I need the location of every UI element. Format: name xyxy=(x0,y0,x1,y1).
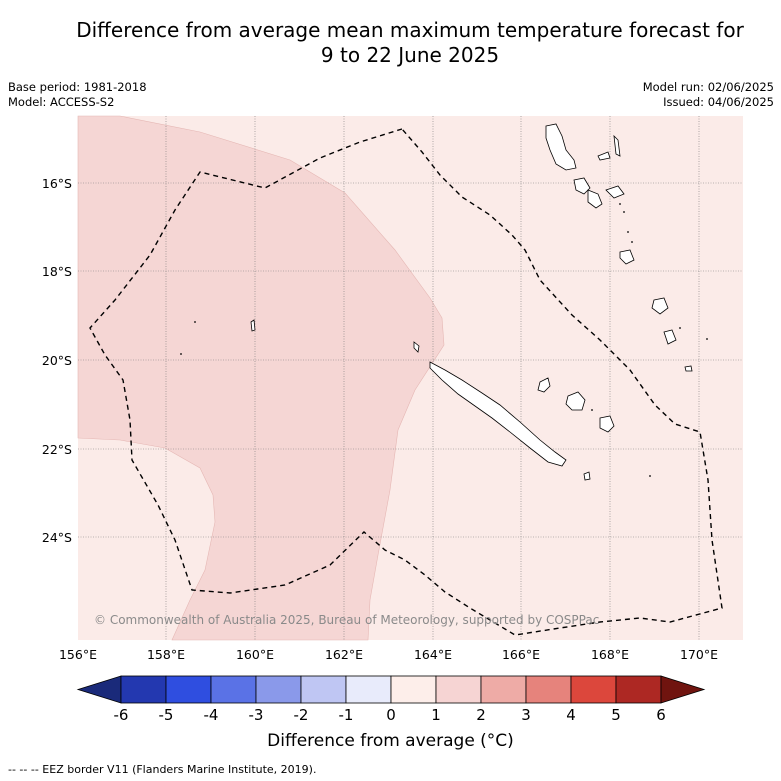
colorbar-swatch xyxy=(120,675,167,704)
vanuatu-pentecost xyxy=(605,185,625,199)
lat-label: 16°S xyxy=(42,176,72,191)
vanuatu-ambae xyxy=(597,151,611,161)
belep-island xyxy=(413,341,420,353)
loyalty-island-3 xyxy=(599,415,615,433)
eez-legend-note: -- -- -- EEZ border V11 (Flanders Marine… xyxy=(8,763,317,776)
colorbar-swatch xyxy=(210,675,257,704)
colorbar-extend-high xyxy=(660,675,706,704)
vanuatu-efate-area xyxy=(587,189,603,209)
colorbar-tick-label: -1 xyxy=(339,706,354,724)
loyalty-island-1 xyxy=(537,377,551,393)
colorbar-extend-low xyxy=(76,675,122,704)
matthew-island xyxy=(684,365,693,372)
colorbar-ticks: -6 -5 -4 -3 -2 -1 0 1 2 3 4 5 6 xyxy=(114,706,666,724)
colorbar-label: Difference from average (°C) xyxy=(267,731,514,751)
colorbar-swatch xyxy=(300,675,347,704)
vanuatu-aneityum xyxy=(663,329,677,345)
colorbar-tick-label: 2 xyxy=(476,706,486,724)
model-name: Model: ACCESS-S2 xyxy=(8,95,115,109)
loyalty-island-2 xyxy=(565,391,586,411)
colorbar-swatch xyxy=(435,675,482,704)
colorbar-swatch xyxy=(480,675,527,704)
colorbar-tick-label: 1 xyxy=(431,706,441,724)
lat-label: 18°S xyxy=(42,264,72,279)
colorbar-swatch xyxy=(390,675,437,704)
lon-label: 160°E xyxy=(236,647,274,662)
colorbar-tick-label: 4 xyxy=(566,706,576,724)
vanuatu-tanna xyxy=(651,297,669,315)
title-line-1: Difference from average mean maximum tem… xyxy=(76,18,744,42)
islands xyxy=(250,123,693,481)
lat-label: 20°S xyxy=(42,353,72,368)
meta-right: Model run: 02/06/2025 Issued: 04/06/2025 xyxy=(643,80,774,110)
colorbar-tick-label: 6 xyxy=(656,706,666,724)
colorbar-tick-label: -3 xyxy=(249,706,264,724)
colorbar-tick-label: 5 xyxy=(611,706,621,724)
chesterfield-island xyxy=(250,319,256,332)
colorbar-swatch xyxy=(165,675,212,704)
colorbar-swatch xyxy=(525,675,572,704)
vanuatu-maewo xyxy=(613,134,621,157)
vanuatu-erromango xyxy=(619,249,635,265)
colorbar-tick-label: -5 xyxy=(159,706,174,724)
lon-label: 156°E xyxy=(59,647,97,662)
model-run: Model run: 02/06/2025 xyxy=(642,80,774,94)
base-period: Base period: 1981-2018 xyxy=(8,80,147,94)
colorbar-swatch xyxy=(570,675,617,704)
colorbar-tick-label: 0 xyxy=(386,706,396,724)
colorbar-swatch xyxy=(255,675,302,704)
colorbar-tick-label: -2 xyxy=(294,706,309,724)
graticule xyxy=(78,116,743,640)
lat-label: 24°S xyxy=(42,530,72,545)
new-caledonia-island xyxy=(429,361,567,467)
colorbar-tick-label: -6 xyxy=(114,706,129,724)
lon-label: 168°E xyxy=(591,647,629,662)
eez-border xyxy=(89,128,723,636)
lat-label: 22°S xyxy=(42,442,72,457)
longitude-labels: 156°E 158°E 160°E 162°E 164°E 166°E 168°… xyxy=(59,647,718,662)
colorbar-swatch xyxy=(615,675,662,704)
colorbar-swatch xyxy=(345,675,392,704)
lon-label: 164°E xyxy=(414,647,452,662)
colorbar-tick-label: -4 xyxy=(204,706,219,724)
vanuatu-espiritu-santo xyxy=(545,123,577,171)
copyright-notice: © Commonwealth of Australia 2025, Bureau… xyxy=(94,613,600,627)
vanuatu-malekula xyxy=(573,177,591,195)
isle-of-pines xyxy=(583,471,591,481)
issued-date: Issued: 04/06/2025 xyxy=(663,95,774,109)
chart-title: Difference from average mean maximum tem… xyxy=(0,18,781,68)
meta-left: Base period: 1981-2018 Model: ACCESS-S2 xyxy=(8,80,147,110)
title-line-2: 9 to 22 June 2025 xyxy=(320,43,500,67)
small-islets xyxy=(180,203,708,477)
latitude-labels: 16°S 18°S 20°S 22°S 24°S xyxy=(42,176,72,545)
warm-anomaly-region xyxy=(77,115,445,641)
lon-label: 166°E xyxy=(502,647,540,662)
colorbar xyxy=(76,675,706,704)
lon-label: 162°E xyxy=(325,647,363,662)
lon-label: 170°E xyxy=(680,647,718,662)
lon-label: 158°E xyxy=(147,647,185,662)
colorbar-tick-label: 3 xyxy=(521,706,531,724)
